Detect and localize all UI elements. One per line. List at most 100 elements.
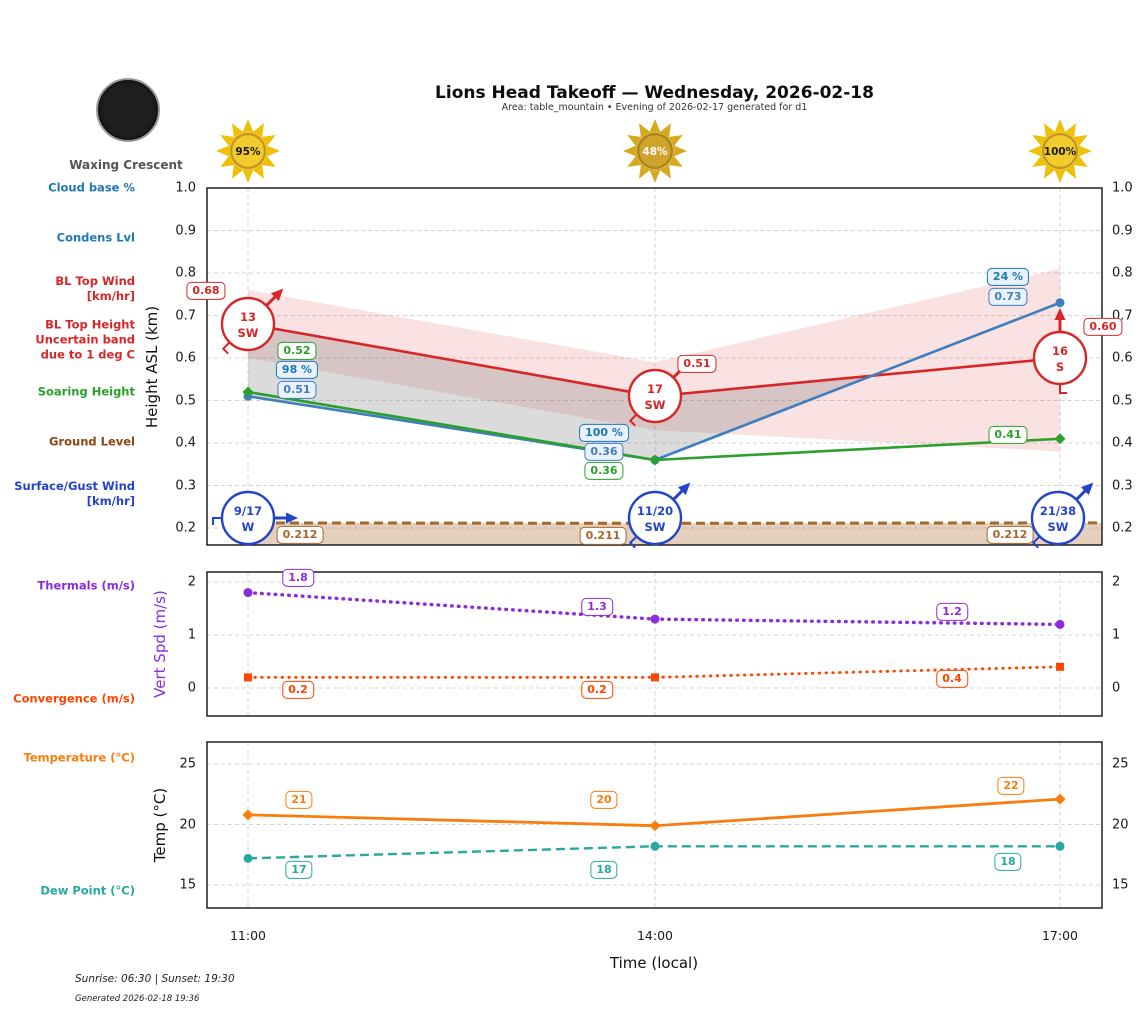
data-marker xyxy=(1054,433,1066,445)
axis-tick: 0.2 xyxy=(175,520,196,536)
data-marker xyxy=(650,841,660,851)
value-badge: 0.212 xyxy=(276,525,324,545)
moon-phase-label: Waxing Crescent xyxy=(69,158,183,172)
value-badge: 1.2 xyxy=(936,602,968,622)
data-marker xyxy=(1055,841,1065,851)
axis-tick: 0.4 xyxy=(175,435,196,451)
data-marker xyxy=(242,809,254,821)
data-marker xyxy=(649,454,661,466)
data-marker xyxy=(1056,662,1064,671)
value-badge: 20 xyxy=(590,790,618,810)
svg-text:9/17: 9/17 xyxy=(234,504,262,518)
axis-tick: 0.9 xyxy=(175,223,196,238)
grid-temp xyxy=(207,742,1102,908)
value-badge: 0.68 xyxy=(186,281,226,301)
axis-tick: 20 xyxy=(1112,817,1129,832)
svg-text:SW: SW xyxy=(238,326,259,340)
value-badge: 0.52 xyxy=(277,341,317,361)
axis-tick: 1 xyxy=(187,627,196,643)
cloud-base-badge: 98 % xyxy=(275,360,319,380)
value-badge: 0.2 xyxy=(581,680,613,700)
label-bl-top-height: BL Top Height Uncertain band due to 1 deg … xyxy=(35,317,135,362)
label-convergence: Convergence (m/s) xyxy=(13,691,135,706)
svg-text:100%: 100% xyxy=(1044,146,1077,158)
axis-tick: 2 xyxy=(187,574,196,590)
chart-frame-temp xyxy=(206,741,1103,909)
data-marker xyxy=(1054,793,1066,805)
axis-tick: 1.0 xyxy=(175,180,196,196)
data-marker xyxy=(650,614,660,624)
svg-text:SW: SW xyxy=(645,520,666,534)
axis-tick: 15 xyxy=(179,877,196,893)
axis-tick: 0.7 xyxy=(175,308,196,323)
axis-tick: 15 xyxy=(1112,877,1129,893)
data-marker xyxy=(1055,298,1065,308)
x-axis-title: Time (local) xyxy=(609,954,699,972)
svg-text:11/20: 11/20 xyxy=(637,504,673,518)
value-badge: 0.212 xyxy=(986,525,1034,545)
svg-text:SW: SW xyxy=(1048,520,1069,534)
value-badge: 0.2 xyxy=(282,680,314,700)
value-badge: 0.36 xyxy=(584,461,624,481)
axis-tick: 0 xyxy=(187,680,196,696)
value-badge: 1.8 xyxy=(282,568,314,588)
svg-text:16: 16 xyxy=(1052,344,1068,358)
axis-tick: 0.8 xyxy=(175,265,196,281)
data-marker xyxy=(243,588,253,598)
axis-tick: 0.4 xyxy=(1112,435,1133,451)
axis-tick: 1 xyxy=(1112,627,1121,643)
sun-icon: 48% xyxy=(623,119,687,183)
axis-tick: 25 xyxy=(179,756,196,772)
label-dew-point: Dew Point (°C) xyxy=(40,883,135,898)
value-badge: 0.60 xyxy=(1083,317,1123,337)
data-marker xyxy=(242,386,254,398)
value-badge: 22 xyxy=(997,776,1025,796)
svg-text:SW: SW xyxy=(645,398,666,412)
svg-text:21/38: 21/38 xyxy=(1040,504,1076,518)
svg-text:95%: 95% xyxy=(235,146,261,158)
data-marker xyxy=(651,673,659,682)
data-marker xyxy=(244,673,252,682)
svg-text:48%: 48% xyxy=(642,146,668,158)
axis-tick: 20 xyxy=(179,817,196,832)
svg-text:17: 17 xyxy=(647,382,663,396)
value-badge: 1.3 xyxy=(581,597,613,617)
axis-tick: 0.3 xyxy=(175,478,196,493)
value-badge: 18 xyxy=(994,852,1022,872)
sun-icon: 95% xyxy=(216,119,280,183)
axis-tick: 0.6 xyxy=(175,350,196,366)
label-temperature: Temperature (°C) xyxy=(23,750,135,765)
label-cloud-base: Cloud base % xyxy=(48,180,135,195)
value-badge: 0.4 xyxy=(936,669,968,689)
svg-text:W: W xyxy=(242,520,255,534)
generated-note: Generated 2026-02-18 19:36 xyxy=(75,994,200,1004)
value-badge: 21 xyxy=(285,790,313,810)
label-surface-gust-wind: Surface/Gust Wind [km/hr] xyxy=(14,479,135,508)
page-title: Lions Head Takeoff — Wednesday, 2026-02-… xyxy=(435,83,874,103)
axis-tick: 2 xyxy=(1112,574,1121,590)
value-badge: 0.36 xyxy=(584,442,624,462)
value-badge: 0.211 xyxy=(579,526,627,546)
axis-tick: 25 xyxy=(1112,756,1129,772)
wind-marker: 16 S xyxy=(1032,308,1088,394)
value-badge: 0.51 xyxy=(277,380,317,400)
label-thermals: Thermals (m/s) xyxy=(37,578,135,593)
moon-phase-icon xyxy=(96,78,160,142)
axis-tick: 0.3 xyxy=(1112,478,1133,493)
wind-marker: 17 SW xyxy=(627,360,691,427)
axis-tick: 0.5 xyxy=(1112,393,1133,408)
value-badge: 0.51 xyxy=(677,354,717,374)
label-condens-lvl: Condens Lvl xyxy=(56,230,135,245)
axis-tick: 1.0 xyxy=(1112,180,1133,196)
axis-tick: 0.2 xyxy=(1112,520,1133,536)
x-axis-tick: 11:00 xyxy=(229,928,267,943)
cloud-layer-band xyxy=(248,324,872,460)
uncertainty-band xyxy=(248,268,1060,452)
wind-marker: 13 SW xyxy=(220,288,284,355)
x-axis-tick: 14:00 xyxy=(636,928,674,943)
axis-tick: 0 xyxy=(1112,680,1121,696)
value-badge: 0.41 xyxy=(988,425,1028,445)
sunrise-sunset-note: Sunrise: 06:30 | Sunset: 19:30 xyxy=(75,973,235,985)
data-marker xyxy=(243,853,253,863)
